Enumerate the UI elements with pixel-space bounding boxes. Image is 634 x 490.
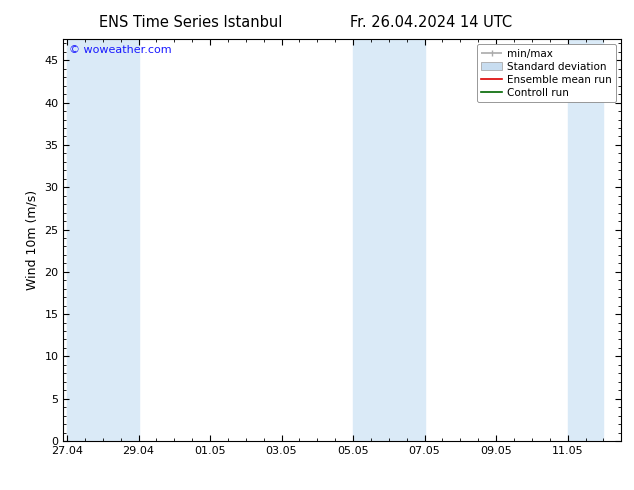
Bar — [389, 39, 425, 441]
Bar — [103, 39, 138, 441]
Text: ENS Time Series Istanbul: ENS Time Series Istanbul — [98, 15, 282, 30]
Text: Fr. 26.04.2024 14 UTC: Fr. 26.04.2024 14 UTC — [350, 15, 512, 30]
Text: © woweather.com: © woweather.com — [69, 45, 172, 55]
Bar — [567, 39, 604, 441]
Legend: min/max, Standard deviation, Ensemble mean run, Controll run: min/max, Standard deviation, Ensemble me… — [477, 45, 616, 102]
Y-axis label: Wind 10m (m/s): Wind 10m (m/s) — [26, 190, 39, 290]
Bar — [67, 39, 103, 441]
Bar — [353, 39, 389, 441]
